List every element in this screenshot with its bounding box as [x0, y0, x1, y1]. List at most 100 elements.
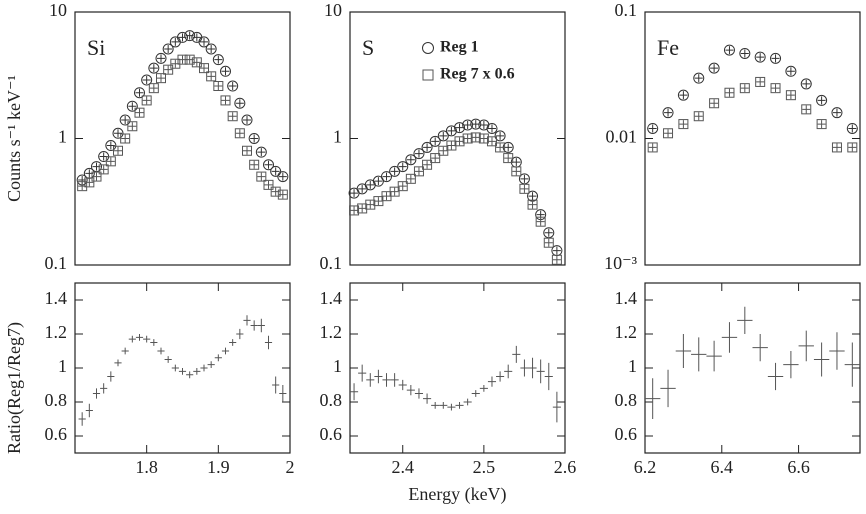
error-bar — [171, 364, 179, 372]
x-tick-label: 6.2 — [634, 457, 657, 477]
error-bar — [390, 373, 399, 387]
error-bar — [272, 376, 280, 394]
marker-cross — [447, 141, 456, 150]
marker-cross — [114, 146, 122, 155]
marker-cross — [431, 137, 440, 146]
data-point — [177, 31, 188, 43]
error-bar — [767, 362, 784, 391]
error-bar — [350, 383, 359, 401]
marker-cross — [243, 116, 251, 125]
error-bar — [504, 364, 513, 379]
y-tick-label: 0.01 — [606, 127, 638, 147]
error-bar — [85, 403, 93, 418]
marker-circle — [155, 52, 167, 64]
error-bar — [236, 328, 244, 340]
data-point — [141, 95, 152, 106]
marker-cross — [802, 79, 811, 88]
marker-square — [84, 177, 95, 188]
marker-cross — [142, 76, 151, 85]
y-tick-label: 0.6 — [45, 424, 68, 444]
data-point — [227, 80, 239, 92]
marker-square — [535, 216, 546, 227]
marker-circle — [381, 171, 393, 183]
data-point — [462, 119, 474, 131]
legend-marker — [422, 69, 434, 81]
error-bar — [439, 402, 448, 409]
data-point — [831, 107, 843, 119]
data-point — [511, 166, 522, 177]
y-tick-label: 1 — [58, 127, 67, 147]
marker-cross — [278, 190, 287, 199]
data-point — [462, 133, 473, 144]
data-point — [800, 78, 812, 90]
marker-cross — [382, 172, 391, 181]
marker-circle — [162, 43, 174, 55]
marker-square — [693, 111, 704, 122]
marker-circle — [543, 227, 555, 239]
data-point — [770, 52, 782, 64]
marker-square — [206, 71, 217, 82]
marker-cross — [848, 124, 857, 133]
error-bar — [164, 356, 172, 363]
marker-square — [816, 119, 827, 130]
error-bar — [471, 390, 480, 397]
marker-circle — [263, 159, 274, 171]
marker-circle — [241, 114, 253, 126]
marker-square — [785, 90, 796, 101]
marker-cross — [664, 129, 673, 138]
data-point — [470, 132, 481, 143]
error-bar — [358, 364, 367, 382]
marker-circle — [134, 87, 145, 99]
marker-circle — [212, 54, 224, 66]
marker-square — [389, 186, 400, 197]
marker-circle — [723, 44, 735, 56]
error-bar — [447, 403, 456, 411]
marker-square — [470, 132, 481, 143]
data-point — [397, 161, 409, 173]
marker-circle — [739, 47, 751, 59]
marker-cross — [740, 49, 749, 58]
marker-square — [134, 107, 145, 118]
marker-circle — [270, 165, 282, 177]
marker-square — [249, 159, 260, 170]
marker-cross — [520, 174, 529, 183]
marker-circle — [486, 122, 498, 134]
data-point — [205, 43, 217, 55]
data-point — [357, 203, 368, 214]
data-point — [84, 177, 95, 188]
marker-cross — [192, 33, 201, 42]
marker-circle — [126, 100, 138, 112]
panel-label: Fe — [657, 35, 679, 60]
marker-circle — [277, 171, 289, 183]
marker-circle — [372, 175, 384, 187]
data-point — [770, 83, 781, 94]
legend-label: Reg 7 x 0.6 — [440, 66, 515, 83]
error-bar — [645, 378, 661, 419]
data-point — [454, 136, 465, 147]
data-point — [445, 125, 457, 137]
data-point — [708, 62, 720, 74]
error-bar — [279, 385, 287, 402]
error-bar — [414, 388, 424, 399]
marker-circle — [148, 62, 160, 74]
marker-square — [438, 145, 449, 156]
data-point — [647, 142, 658, 153]
error-bar — [813, 342, 830, 377]
marker-circle — [421, 141, 433, 153]
marker-cross — [135, 108, 144, 117]
marker-cross — [271, 167, 280, 176]
data-point — [381, 171, 393, 183]
marker-square — [113, 145, 123, 156]
marker-cross — [786, 67, 795, 76]
marker-square — [184, 54, 195, 65]
marker-cross — [374, 177, 383, 186]
error-bar — [214, 354, 222, 362]
x-tick-label: 2 — [286, 457, 295, 477]
marker-square — [519, 183, 530, 194]
data-point — [846, 122, 858, 134]
y-tick-label: 1.2 — [615, 322, 638, 342]
data-point — [365, 199, 376, 210]
y-tick-label: 1 — [333, 356, 342, 376]
error-bar — [121, 347, 129, 355]
data-point — [127, 121, 138, 132]
